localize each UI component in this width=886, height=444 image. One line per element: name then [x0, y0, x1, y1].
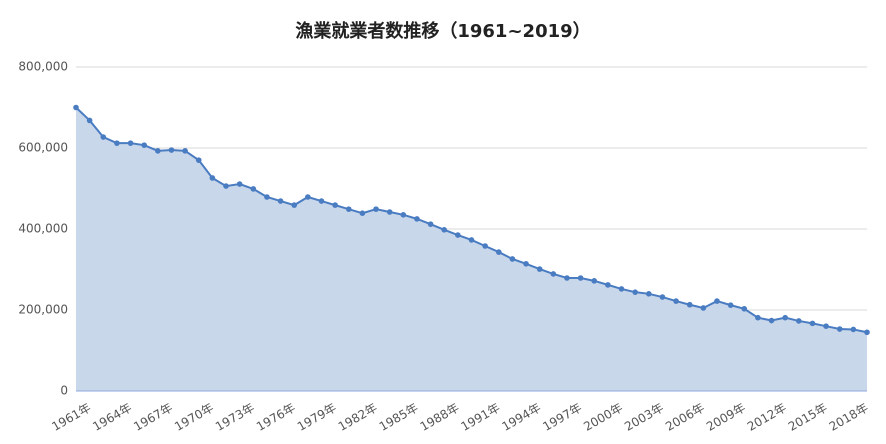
- marker: [318, 198, 325, 204]
- x-tick-label: 1982年: [336, 401, 380, 434]
- marker: [195, 157, 202, 163]
- marker: [577, 275, 584, 281]
- marker: [686, 301, 693, 308]
- area-fill: [76, 107, 867, 391]
- marker: [86, 117, 93, 124]
- marker: [291, 202, 298, 208]
- x-tick-label: 1997年: [540, 401, 584, 434]
- x-tick-label: 1970年: [172, 401, 216, 434]
- marker: [209, 175, 216, 181]
- marker: [141, 142, 147, 148]
- x-tick-label: 1973年: [213, 401, 257, 434]
- marker: [768, 317, 775, 324]
- marker: [427, 221, 434, 227]
- marker: [618, 286, 625, 292]
- marker: [591, 278, 598, 284]
- marker: [550, 271, 557, 277]
- marker: [373, 206, 379, 212]
- marker: [223, 183, 229, 189]
- marker: [114, 140, 120, 146]
- marker: [359, 210, 366, 217]
- marker: [305, 194, 311, 200]
- x-tick-label: 1976年: [254, 401, 298, 434]
- x-tick-label: 1964年: [90, 401, 134, 434]
- marker: [809, 320, 816, 327]
- marker: [264, 194, 270, 200]
- marker: [277, 198, 284, 204]
- x-tick-label: 2003年: [622, 401, 666, 434]
- y-tick-label: 800,000: [18, 60, 68, 74]
- marker: [673, 298, 679, 304]
- marker: [168, 147, 175, 153]
- marker: [605, 282, 611, 288]
- marker: [864, 329, 870, 336]
- marker: [714, 298, 720, 304]
- marker: [836, 326, 843, 332]
- x-tick-label: 2006年: [663, 401, 707, 434]
- marker: [632, 289, 638, 295]
- marker: [100, 134, 107, 140]
- marker: [509, 256, 516, 262]
- marker: [741, 305, 748, 312]
- marker: [536, 266, 543, 272]
- marker: [782, 314, 788, 321]
- y-tick-label: 600,000: [18, 141, 68, 155]
- marker: [850, 326, 857, 333]
- marker: [441, 227, 448, 233]
- marker: [250, 186, 257, 192]
- y-tick-label: 200,000: [18, 303, 68, 317]
- x-tick-label: 2015年: [786, 401, 830, 434]
- marker: [455, 232, 461, 238]
- marker: [495, 249, 502, 255]
- marker: [345, 206, 352, 212]
- marker: [482, 243, 488, 249]
- x-tick-label: 1988年: [418, 401, 462, 434]
- marker: [155, 148, 161, 154]
- x-tick-label: 1985年: [377, 401, 421, 434]
- marker: [468, 237, 475, 243]
- marker: [823, 323, 829, 330]
- x-tick-label: 2018年: [827, 401, 871, 434]
- x-tick-label: 2009年: [704, 401, 748, 434]
- marker: [796, 318, 802, 324]
- marker: [236, 181, 243, 187]
- marker: [645, 291, 652, 297]
- marker: [659, 294, 666, 300]
- y-tick-label: 400,000: [18, 222, 68, 236]
- marker: [564, 275, 570, 281]
- marker: [182, 148, 188, 154]
- x-tick-label: 2012年: [745, 401, 789, 434]
- marker: [386, 209, 393, 215]
- x-tick-label: 2000年: [581, 401, 625, 434]
- marker: [127, 140, 134, 146]
- marker: [523, 261, 529, 267]
- x-tick-label: 1994年: [499, 401, 543, 434]
- marker: [727, 302, 734, 308]
- x-tick-label: 1967年: [131, 401, 175, 434]
- marker: [755, 314, 761, 321]
- marker: [400, 212, 407, 218]
- chart-title: 漁業就業者数推移（1961~2019）: [295, 20, 590, 42]
- y-tick-label: 0: [60, 384, 68, 398]
- x-tick-label: 1979年: [295, 401, 339, 434]
- x-tick-label: 1961年: [49, 401, 93, 434]
- marker: [332, 202, 338, 208]
- marker: [700, 305, 707, 311]
- marker: [73, 104, 79, 111]
- x-tick-label: 1991年: [459, 401, 503, 434]
- marker: [414, 216, 420, 222]
